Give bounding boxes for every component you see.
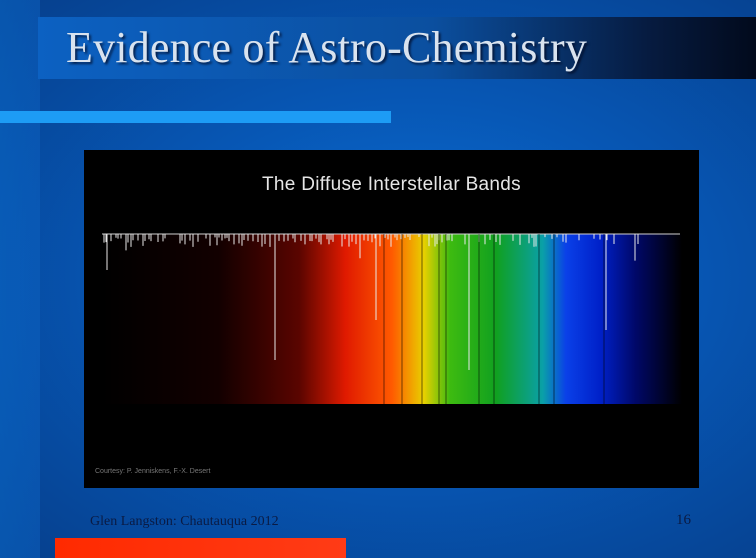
title-bar [38, 17, 756, 79]
spectrum-figure: The Diffuse Interstellar Bands [84, 150, 699, 488]
left-decor-strip [0, 0, 40, 558]
figure-courtesy: Courtesy: P. Jenniskens, F.-X. Desert [95, 468, 211, 475]
page-number: 16 [676, 512, 691, 528]
footer-author: Glen Langston: Chautauqua 2012 [90, 514, 279, 529]
bottom-accent-bar [55, 538, 346, 558]
spectrum-image [102, 233, 682, 404]
accent-bar [0, 111, 391, 123]
figure-title: The Diffuse Interstellar Bands [262, 174, 521, 195]
slide-title: Evidence of Astro-Chemistry [66, 23, 588, 72]
